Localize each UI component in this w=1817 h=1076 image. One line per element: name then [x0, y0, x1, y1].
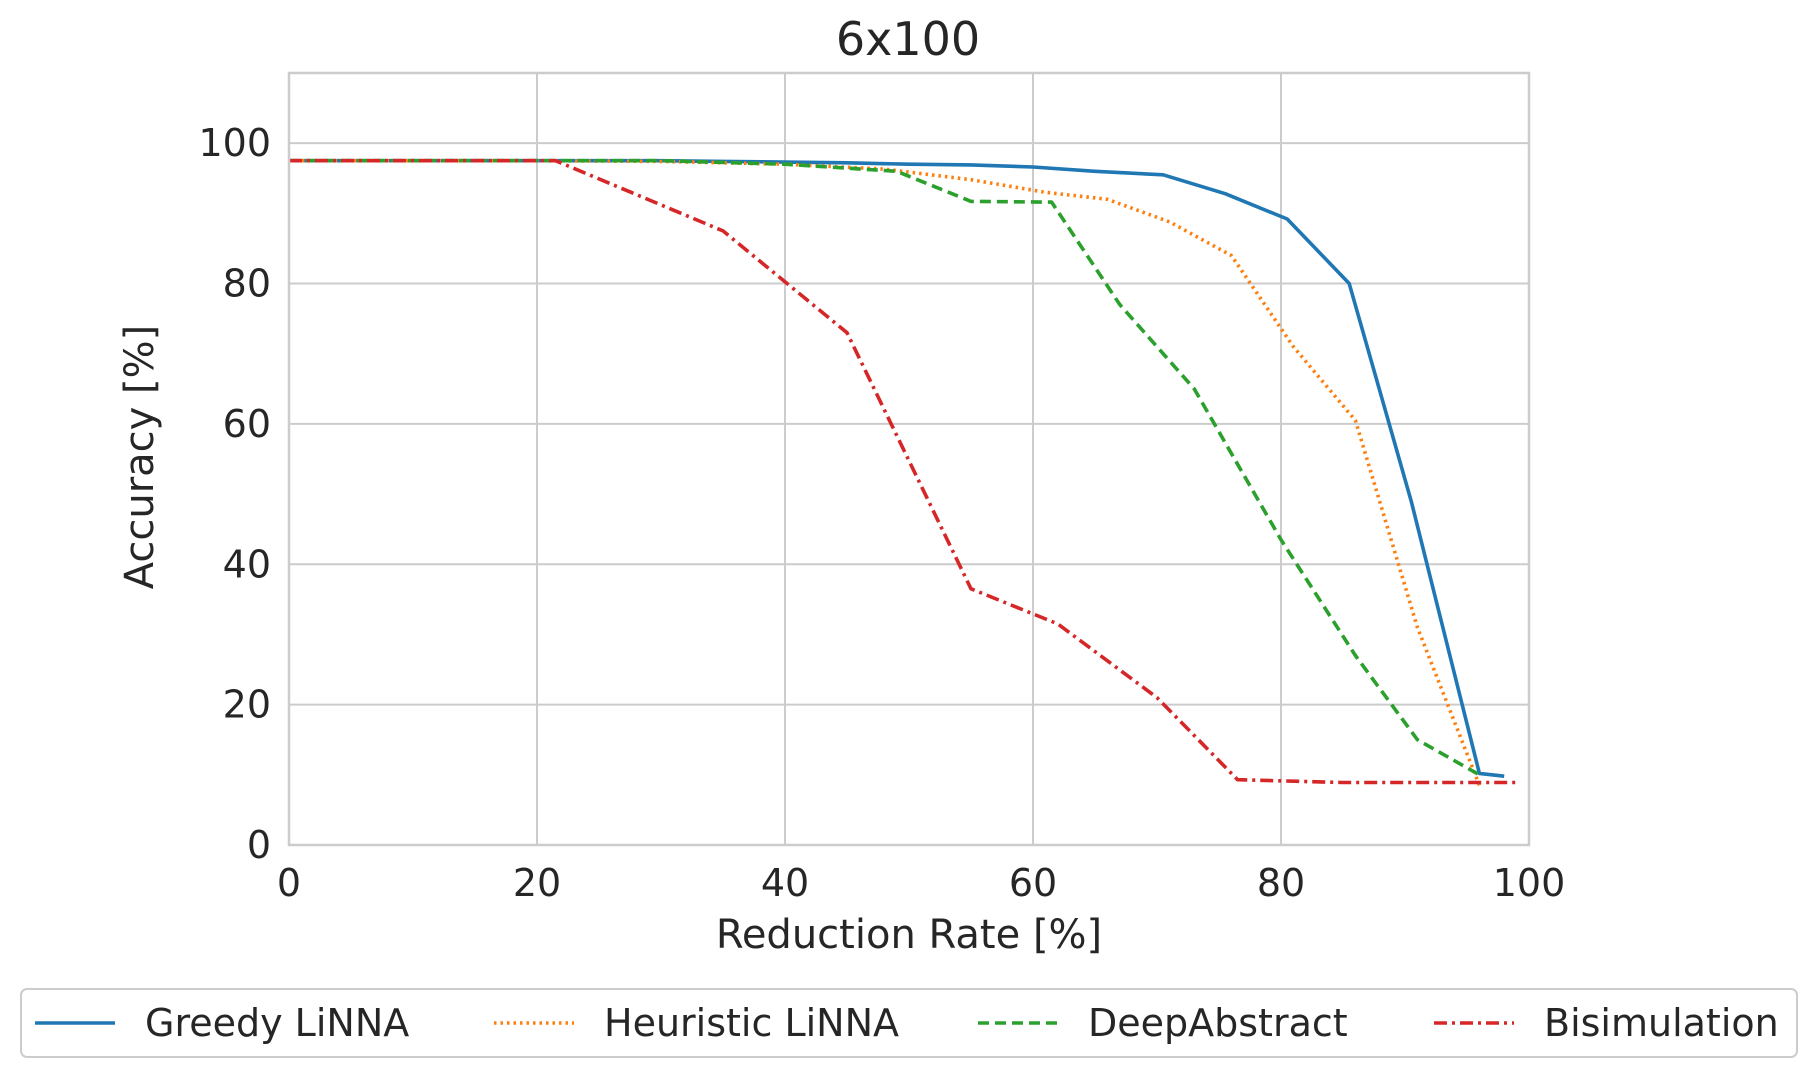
x-tick-label: 80 — [1257, 861, 1305, 905]
y-tick-label: 20 — [223, 683, 271, 727]
series-line-deepabstract — [289, 158, 1481, 777]
chart-title: 6x100 — [836, 12, 980, 66]
legend-label: DeepAbstract — [1088, 1001, 1348, 1045]
series-line-heuristic-linna — [289, 158, 1482, 786]
x-tick-label: 40 — [761, 861, 809, 905]
plot-frame — [287, 71, 1531, 847]
series-line-greedy-linna — [289, 158, 1505, 778]
grid — [288, 73, 1530, 846]
legend-label: Heuristic LiNNA — [604, 1001, 899, 1045]
x-tick-label: 20 — [513, 861, 561, 905]
x-tick-label: 100 — [1493, 861, 1566, 905]
y-axis-label: Accuracy [%] — [117, 325, 163, 590]
y-tick-label: 40 — [223, 542, 271, 586]
series-line-bisimulation — [289, 158, 1517, 785]
y-tick-label: 80 — [223, 262, 271, 306]
legend-label: Bisimulation — [1544, 1001, 1779, 1045]
x-tick-label: 0 — [277, 861, 301, 905]
x-axis-ticks: 0 20 40 60 80 100 — [277, 861, 1565, 905]
y-tick-label: 0 — [247, 823, 271, 867]
y-tick-label: 60 — [223, 402, 271, 446]
x-axis-label: Reduction Rate [%] — [716, 912, 1102, 958]
series-layer — [289, 158, 1517, 786]
y-tick-label: 100 — [198, 121, 271, 165]
y-axis-ticks: 0 20 40 60 80 100 — [198, 121, 271, 867]
legend-label: Greedy LiNNA — [145, 1001, 409, 1045]
legend: Greedy LiNNA Heuristic LiNNA DeepAbstract B… — [20, 988, 1798, 1058]
x-tick-label: 60 — [1009, 861, 1057, 905]
legend-box — [20, 988, 1798, 1058]
